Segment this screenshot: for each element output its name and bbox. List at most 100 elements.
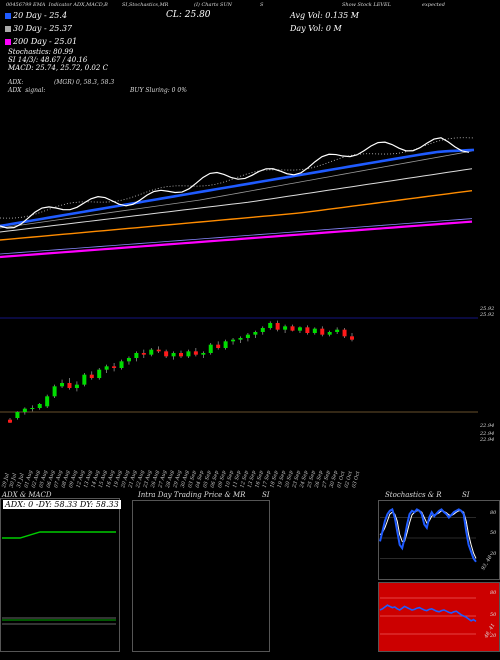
date-tick-label: 19 Sep <box>277 469 288 488</box>
candle <box>45 394 50 408</box>
candle <box>320 326 325 337</box>
date-tick-label: 07 Aug <box>53 470 63 489</box>
candle <box>312 327 317 335</box>
stoch-panel-title: Stochastics & R <box>385 491 442 499</box>
candle-body <box>52 386 57 397</box>
date-tick-label: 05 Sep <box>202 469 213 488</box>
candle-body <box>223 341 228 348</box>
rsi-panel <box>378 582 500 652</box>
legend-20day-swatch <box>5 13 11 19</box>
candles <box>8 320 354 423</box>
candle <box>112 363 117 372</box>
candle-body <box>297 327 302 331</box>
candle <box>22 407 27 415</box>
date-tick-label: 18 Sep <box>269 469 280 488</box>
candle-body <box>305 327 310 333</box>
date-tick-label: 16 Sep <box>254 469 265 488</box>
date-tick-label: 03 Sep <box>187 469 198 488</box>
date-tick-label: 03 Oct <box>351 470 361 489</box>
date-tick-label: 13 Sep <box>247 469 258 488</box>
candle-body <box>8 419 12 423</box>
date-tick-label: 29 Jul <box>1 472 11 489</box>
date-tick-label: 19 Aug <box>113 470 123 489</box>
close-price: CL: 25.80 <box>166 10 211 20</box>
candle-body <box>45 396 50 407</box>
candle <box>126 356 131 365</box>
candle-body <box>253 332 258 335</box>
stoch-level-50: 50 <box>490 530 497 536</box>
date-tick-label: 20 Aug <box>120 470 131 490</box>
intra-panel <box>132 500 270 652</box>
ema30-dotted-line <box>0 137 475 219</box>
date-tick-label: 14 Aug <box>90 470 100 489</box>
candle <box>89 371 94 380</box>
date-tick-label: 31 Jul <box>16 472 26 488</box>
legend-20day-label: 20 Day - 25.4 <box>13 11 68 20</box>
date-tick-label: 26 Aug <box>150 470 161 490</box>
candle-body <box>283 326 288 330</box>
candle <box>134 351 139 362</box>
candle <box>30 405 35 412</box>
candle <box>208 343 213 355</box>
candle-body <box>186 351 191 357</box>
date-tick-label: 17 Sep <box>262 469 273 488</box>
candle <box>216 341 221 350</box>
candle-body <box>60 383 65 387</box>
candle <box>297 326 302 333</box>
date-tick-label: 23 Aug <box>142 470 153 490</box>
legend-200day-swatch <box>5 39 11 45</box>
candle <box>253 330 258 338</box>
candle-body <box>74 384 79 388</box>
adx-panel-title: ADX & MACD <box>2 491 52 499</box>
candle-body <box>156 349 161 352</box>
candle <box>156 346 161 353</box>
candle-body <box>335 329 340 332</box>
candle-body <box>149 349 154 355</box>
date-tick-label: 06 Aug <box>46 470 56 489</box>
adx-panel-box: ADX: 0 -DY: 58.33 DY: 58.33 <box>3 500 121 509</box>
candle <box>327 330 332 337</box>
candle <box>97 368 102 380</box>
date-tick-label: 27 Sep <box>321 469 332 489</box>
adx-value: ADX: (MGR) 0, 58.3, 58.3 <box>8 79 115 86</box>
date-tick-label: 01 Aug <box>23 470 33 489</box>
candle <box>60 379 65 388</box>
header-seg-4: S <box>260 2 264 8</box>
date-tick-label: 09 Sep <box>217 469 228 488</box>
stoch-level-20: 20 <box>490 551 497 557</box>
price-label-top-1: 25.92 <box>480 306 495 312</box>
candle <box>74 381 79 392</box>
candle-body <box>312 328 317 333</box>
candle-body <box>104 366 109 370</box>
macd-value: MACD: 25.74, 25.72, 0.02 C <box>8 64 108 72</box>
candle-body <box>22 408 27 412</box>
legend-30day: 30 Day - 25.37 <box>5 24 72 33</box>
date-tick-label: 12 Sep <box>239 469 250 488</box>
candle <box>193 348 198 357</box>
candle <box>186 349 191 358</box>
header-seg-3: (I) Charts SUN <box>194 2 233 8</box>
date-tick-label: 08 Aug <box>61 470 71 489</box>
candle <box>104 364 109 373</box>
candle <box>171 351 176 360</box>
candle-body <box>112 366 117 368</box>
ema-lines <box>0 137 475 259</box>
buy-selling: BUY Sluring: 0 0% <box>130 87 187 94</box>
candle-body <box>37 404 42 408</box>
date-tick-label: 05 Aug <box>38 470 48 489</box>
price-label-bot-1: 22.94 <box>480 423 495 429</box>
candle-body <box>216 344 221 348</box>
candle <box>275 320 280 332</box>
date-tick-label: 22 Aug <box>135 470 146 490</box>
date-tick-label: 11 Sep <box>232 469 243 488</box>
ema50-line <box>0 168 473 233</box>
date-tick-label: 15 Aug <box>98 470 108 489</box>
ema20-line <box>0 148 475 228</box>
candle <box>201 351 206 358</box>
candle-body <box>67 383 72 388</box>
date-tick-label: 30 Sep <box>329 469 340 488</box>
stoch-level-80: 80 <box>490 510 497 516</box>
header-seg-1: 00456799 EMA Indicator ADX,MACD,B <box>6 2 108 8</box>
